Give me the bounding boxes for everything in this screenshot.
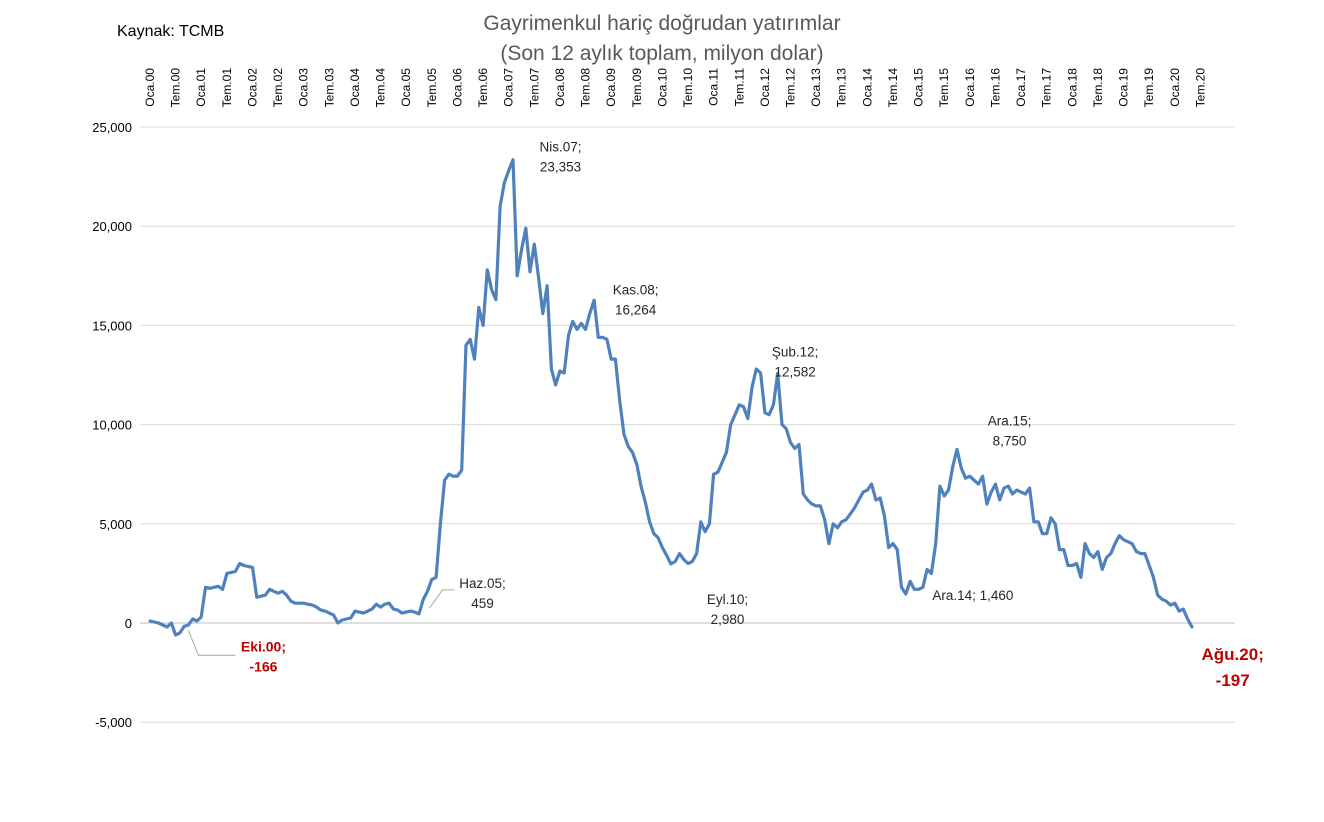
x-tick-label: Tem.01 [220,68,234,108]
x-tick-label: Tem.16 [988,68,1002,108]
y-tick-label: 0 [125,616,132,631]
y-tick-label: -5,000 [95,715,132,730]
x-tick-label: Oca.01 [194,68,208,107]
x-tick-label: Oca.16 [963,68,977,107]
y-tick-label: 25,000 [92,120,132,135]
series-group [148,158,1194,637]
x-tick-label: Tem.20 [1193,68,1207,108]
annotation-value: -197 [1216,671,1250,690]
series-line [148,158,1194,637]
x-tick-label: Oca.07 [502,68,516,107]
x-tick-label: Tem.18 [1091,68,1105,108]
x-tick-label: Tem.10 [681,68,695,108]
x-tick-label: Oca.04 [348,68,362,107]
x-tick-label: Tem.08 [579,68,593,108]
x-tick-label: Tem.13 [835,68,849,108]
x-tick-label: Oca.05 [399,68,413,107]
x-tick-label: Oca.03 [297,68,311,107]
annotation-leader [187,630,236,656]
x-tick-label: Oca.00 [143,68,157,107]
x-tick-label: Tem.17 [1040,68,1054,108]
x-tick-label: Oca.09 [604,68,618,107]
annotation-value: 12,582 [775,364,816,379]
x-tick-label: Oca.12 [758,68,772,107]
x-tick-label: Oca.14 [860,68,874,107]
annotation-value: 16,264 [615,302,657,317]
x-tick-label: Tem.12 [784,68,798,108]
x-tick-label: Oca.15 [912,68,926,107]
annotation-value: 2,980 [711,612,745,627]
x-tick-label: Tem.03 [322,68,336,108]
annotation-value: 459 [471,596,494,611]
annotation-label: Ağu.20; [1202,645,1264,664]
annotation-value: -166 [249,658,277,674]
x-tick-label: Tem.02 [271,68,285,108]
x-tick-label: Oca.02 [245,68,259,107]
gridlines [140,126,1235,723]
x-tick-label: Oca.18 [1065,68,1079,107]
annotation-label: Ara.14; 1,460 [932,588,1013,603]
x-tick-label: Tem.19 [1142,68,1156,108]
y-tick-label: 10,000 [92,418,132,433]
annotation-label: Şub.12; [772,344,819,359]
x-tick-label: Oca.19 [1117,68,1131,107]
annotation-leader [429,589,455,609]
chart-subtitle: (Son 12 aylık toplam, milyon dolar) [500,42,823,65]
annotation-value: 23,353 [540,160,581,175]
x-tick-label: Tem.14 [886,68,900,108]
annotation-label: Eyl.10; [707,592,748,607]
x-tick-label: Tem.00 [169,68,183,108]
x-tick-label: Tem.04 [374,68,388,108]
source-label: Kaynak: TCMB [117,23,224,40]
x-tick-label: Oca.17 [1014,68,1028,107]
x-tick-label: Tem.09 [630,68,644,108]
chart-title: Gayrimenkul hariç doğrudan yatırımlar [483,12,840,35]
annotations: Eki.00; -166 Haz.05; 459 Nis.07; 23,353 Kas.08… [187,140,1264,690]
y-axis-ticks: 25,000 20,000 15,000 10,000 5,000 0 -5,000 [92,120,132,730]
x-tick-label: Oca.06 [450,68,464,107]
y-tick-label: 5,000 [99,517,132,532]
annotation-label: Nis.07; [539,140,581,155]
annotation-label: Eki.00; [241,638,286,654]
annotation-label: Kas.08; [613,282,659,297]
x-tick-label: Tem.07 [527,68,541,108]
x-tick-label: Tem.15 [937,68,951,108]
x-tick-label: Oca.11 [707,68,721,106]
y-tick-label: 20,000 [92,219,132,234]
x-tick-label: Oca.08 [553,68,567,107]
annotation-value: 8,750 [993,433,1027,448]
x-tick-label: Oca.13 [809,68,823,107]
annotation-label: Haz.05; [459,576,506,591]
x-tick-label: Oca.20 [1168,68,1182,107]
x-tick-label: Tem.11 [732,68,746,107]
y-tick-label: 15,000 [92,318,132,333]
x-tick-label: Tem.06 [476,68,490,108]
x-tick-label: Tem.05 [425,68,439,108]
x-axis-ticks: Oca.00 Tem.00 Oca.01 Tem.01 Oca.02 Tem.02 Oca.… [143,68,1207,108]
annotation-label: Ara.15; [988,413,1032,428]
x-tick-label: Oca.10 [655,68,669,107]
